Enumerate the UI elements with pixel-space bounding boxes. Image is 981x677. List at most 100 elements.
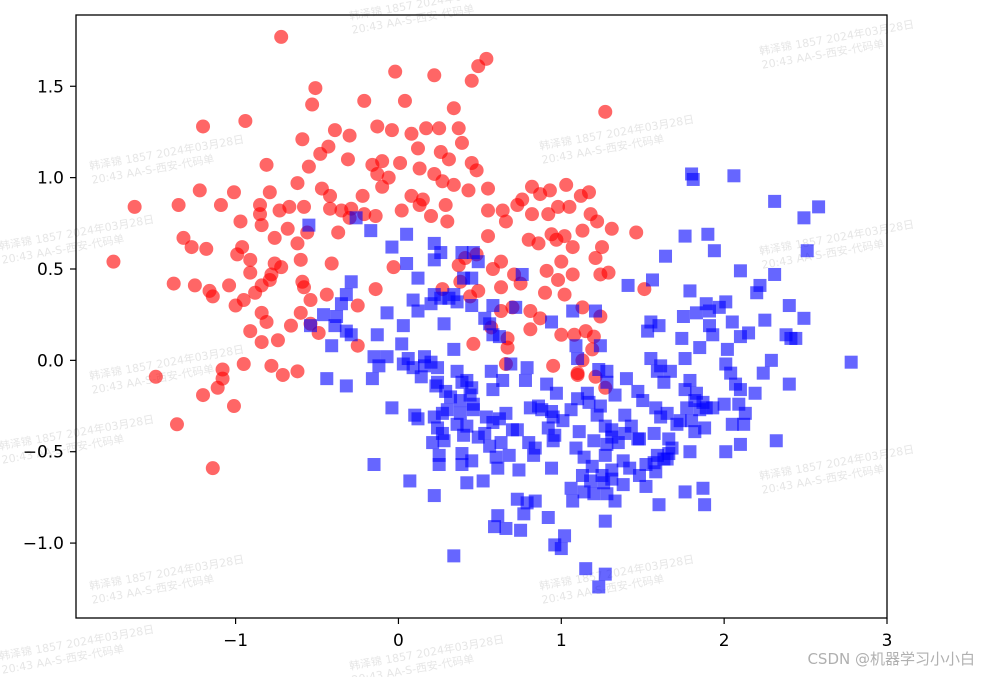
data-point-circle [554,254,569,269]
data-point-circle [557,287,572,302]
data-point-circle [293,252,308,267]
data-point-circle [554,327,569,342]
data-point-circle [464,73,479,88]
data-point-circle [296,280,311,295]
data-point-square [572,425,586,439]
data-point-circle [394,203,409,218]
data-point-circle [551,272,566,287]
data-point-square [569,339,583,353]
data-point-square [545,315,559,329]
data-point-circle [412,161,427,176]
data-point-square [465,271,479,285]
data-point-circle [404,188,419,203]
data-point-circle [355,188,370,203]
data-point-circle [368,209,383,223]
data-point-circle [327,123,342,138]
data-point-square [455,447,469,461]
data-point-square [450,417,464,431]
data-point-circle [357,93,372,108]
data-point-circle [342,128,357,143]
data-point-square [693,341,707,355]
data-point-circle [205,289,220,304]
data-point-square [380,306,394,320]
data-point-square [564,481,578,495]
data-point-square [769,434,783,448]
data-point-square [844,355,858,369]
data-point-square [435,406,449,420]
data-point-circle [106,254,121,269]
data-point-square [491,461,505,475]
data-point-square [499,521,513,535]
data-point-square [484,364,498,378]
data-point-square [577,485,591,499]
data-point-circle [441,152,456,167]
data-point-square [499,406,513,420]
data-point-circle [419,121,434,136]
data-point-square [686,172,700,186]
data-point-square [641,324,655,338]
data-point-circle [461,183,476,198]
data-point-square [432,458,446,472]
data-point-circle [290,364,305,379]
data-point-square [527,448,541,462]
data-point-circle [176,230,191,245]
data-point-square [698,498,712,512]
data-point-circle [404,126,419,141]
data-point-circle [259,314,274,329]
data-point-square [590,408,604,422]
data-point-square [660,406,674,420]
data-point-circle [192,183,207,198]
data-point-square [649,465,663,479]
data-point-circle [598,104,613,119]
data-point-square [385,401,399,415]
data-point-square [750,286,764,300]
data-point-square [652,498,666,512]
data-point-square [489,450,503,464]
data-point-square [450,295,464,309]
data-point-circle [226,399,241,414]
data-point-square [600,364,614,378]
data-point-circle [370,166,385,181]
data-point-circle [551,199,566,214]
data-point-square [455,246,469,260]
data-point-square [618,408,632,422]
data-point-circle [575,223,590,238]
data-point-circle [127,199,142,214]
data-point-square [702,304,716,318]
data-point-square [756,366,770,380]
data-point-circle [498,214,513,229]
data-point-square [800,244,814,258]
data-point-square [650,364,664,378]
data-point-circle [424,209,439,223]
data-point-square [812,200,826,214]
data-point-circle [469,163,484,178]
data-point-circle [588,251,603,266]
data-point-square [733,383,747,397]
series-red-circles [106,29,652,476]
data-point-circle [233,214,248,229]
data-point-square [593,339,607,353]
data-point-square [546,434,560,448]
data-point-square [339,379,353,393]
data-point-circle [546,358,561,373]
data-point-square [414,370,428,384]
data-point-circle [187,278,202,293]
data-point-square [429,379,443,393]
data-point-circle [313,146,328,161]
data-point-circle [226,185,241,200]
data-point-circle [451,121,466,136]
data-point-circle [557,229,572,244]
data-point-square [510,423,524,437]
data-point-square [540,377,554,391]
data-point-circle [531,236,546,251]
data-point-square [597,476,611,490]
data-point-circle [280,221,295,236]
data-point-square [712,300,726,314]
data-point-circle [533,311,548,326]
data-point-square [758,313,772,327]
